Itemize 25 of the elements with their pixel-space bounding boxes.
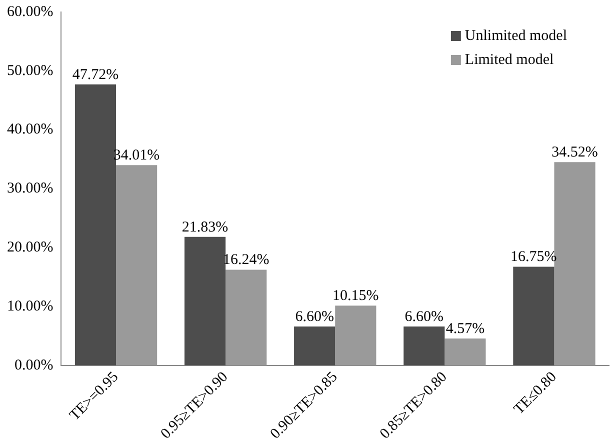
legend-label: Unlimited model xyxy=(464,28,568,44)
data-label: 4.57% xyxy=(446,320,485,337)
y-tick-label: 30.00% xyxy=(6,180,54,197)
data-label: 47.72% xyxy=(72,66,119,83)
bar xyxy=(116,165,158,366)
data-label: 16.75% xyxy=(510,249,557,266)
bar xyxy=(513,266,554,366)
bar xyxy=(335,306,376,366)
legend-label: Limited model xyxy=(464,52,554,68)
y-tick-label: 40.00% xyxy=(6,122,54,138)
y-tick-label: 10.00% xyxy=(6,298,54,314)
data-label: 6.60% xyxy=(404,308,444,325)
data-label: 6.60% xyxy=(295,308,334,325)
bar xyxy=(404,326,445,366)
y-tick-label: 20.00% xyxy=(6,240,54,256)
y-tick-label: 60.00% xyxy=(6,4,54,20)
data-label: 21.83% xyxy=(182,219,228,236)
y-tick-label: 50.00% xyxy=(6,62,54,79)
data-label: 10.15% xyxy=(332,288,379,304)
y-tick-label: 0.00% xyxy=(14,357,54,374)
data-label: 34.52% xyxy=(552,144,598,161)
bar xyxy=(444,338,486,366)
bar xyxy=(294,326,336,366)
bar xyxy=(184,236,226,366)
bar xyxy=(226,270,267,366)
